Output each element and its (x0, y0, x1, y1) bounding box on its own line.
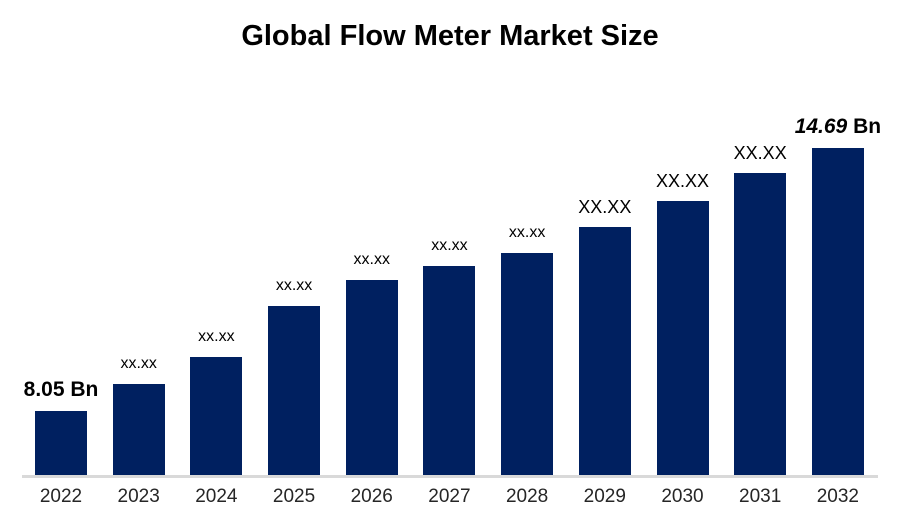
bar-value-label-part: 8.05 Bn (23, 378, 99, 401)
x-axis-label-2026: 2026 (350, 486, 393, 507)
bar-value-label-part: xx.xx (198, 328, 235, 345)
bar-2029 (578, 227, 631, 477)
bar-value-label-2032: 14.69 Bn (795, 116, 881, 137)
bar-column-2023: xx.xx (112, 356, 165, 477)
bar-value-label-part: Bn (847, 115, 882, 138)
x-axis-label-2030: 2030 (661, 486, 704, 507)
bar-2026 (345, 280, 398, 477)
chart-title: Global Flow Meter Market Size (241, 20, 659, 52)
x-axis-label-2027: 2027 (428, 486, 471, 507)
bar-value-label-part: xx.xx (431, 237, 468, 254)
x-axis-label-2032: 2032 (816, 486, 860, 507)
bar-2027 (423, 266, 476, 477)
x-axis-label-2023: 2023 (117, 486, 160, 507)
bar-value-label-2024: xx.xx (198, 329, 234, 345)
bar-2024 (190, 357, 243, 477)
bar-value-label-2022: 8.05 Bn (24, 379, 99, 400)
bar-value-label-2027: xx.xx (431, 238, 467, 254)
x-axis-label-2024: 2024 (195, 486, 238, 507)
bar-value-label-part: xx.xx (275, 277, 313, 294)
bar-value-label-part: XX.XX (578, 197, 632, 217)
bar-2032 (811, 148, 864, 477)
bar-value-label-part: xx.xx (508, 224, 546, 241)
x-axis-label-2028: 2028 (505, 486, 549, 507)
plot-area: 8.05 Bn xx.xx xx.xx xx.xx xx.xx xx.xx xx.xx XX.… (24, 116, 881, 477)
bar-value-label-part: xx.xx (353, 251, 390, 268)
x-axis-labels: 2022 2023 2024 2025 2026 2027 2028 2029 2030 2031… (35, 486, 864, 508)
bar-column-2022: 8.05 Bn (24, 379, 98, 477)
bar-2022 (35, 411, 87, 477)
bar-column-2029: XX.XX (578, 198, 631, 477)
bar-value-label-2026: xx.xx (354, 252, 390, 268)
bar-value-label-2029: XX.XX (578, 198, 631, 216)
bar-value-label-2031: XX.XX (734, 144, 787, 162)
bar-value-label-part: XX.XX (655, 171, 710, 191)
bar-column-2028: xx.xx (501, 225, 554, 477)
bar-2031 (734, 173, 787, 477)
bar-value-label-2030: XX.XX (656, 172, 709, 190)
bar-2030 (656, 201, 709, 477)
x-axis-label-2022: 2022 (39, 486, 83, 507)
x-axis-label-2031: 2031 (739, 486, 782, 507)
bar-column-2027: xx.xx (423, 238, 476, 477)
bar-value-label-part: XX.XX (733, 143, 787, 163)
bar-column-2025: xx.xx (268, 278, 321, 477)
bar-column-2024: xx.xx (190, 329, 243, 477)
bar-value-label-part: 14.69 (794, 115, 848, 138)
x-axis-label-2025: 2025 (272, 486, 316, 507)
bar-value-label-2025: xx.xx (276, 278, 312, 294)
bar-value-label-2028: xx.xx (509, 225, 545, 241)
bar-column-2026: xx.xx (345, 252, 398, 477)
x-axis-label-2029: 2029 (583, 486, 626, 507)
bar-column-2031: XX.XX (734, 144, 787, 477)
bar-value-label-2023: xx.xx (120, 356, 156, 372)
bar-2023 (112, 384, 165, 477)
bar-value-label-part: xx.xx (120, 355, 157, 372)
bar-2025 (268, 306, 321, 477)
bar-column-2032: 14.69 Bn (795, 116, 881, 477)
x-axis-line (22, 475, 878, 478)
bar-column-2030: XX.XX (656, 172, 709, 477)
bar-2028 (501, 253, 554, 477)
